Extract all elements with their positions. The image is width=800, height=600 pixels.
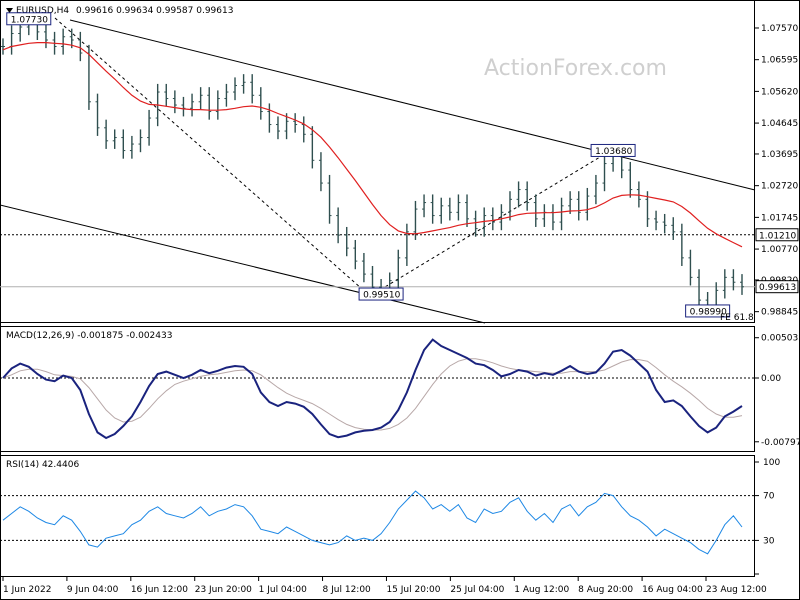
level-label: 0.98990 — [690, 307, 727, 317]
dashed-projection-line-1 — [54, 17, 371, 297]
price-y-tick-label: 1.04645 — [761, 119, 798, 129]
rsi-layer — [0, 490, 755, 555]
x-tick-label: 16 Aug 04:00 — [642, 585, 703, 595]
price-pane — [0, 0, 755, 323]
x-tick-label: 8 Aug 20:00 — [578, 585, 633, 595]
rsi-title: RSI(14) 42.4406 — [6, 460, 79, 470]
price-y-tick-label: 1.02720 — [761, 182, 798, 192]
x-tick-label: 23 Aug 12:00 — [706, 585, 767, 595]
x-tick-label: 1 Jun 2022 — [3, 585, 51, 595]
level-label-box — [358, 287, 404, 301]
rsi-y-tick-label: 100 — [763, 458, 780, 468]
price-axis-badge-label: 1.01210 — [759, 231, 796, 241]
x-tick-label: 25 Jul 04:00 — [450, 585, 504, 595]
x-tick-label: 23 Jun 20:00 — [195, 585, 252, 595]
x-tick-label: 15 Jul 20:00 — [386, 585, 440, 595]
lower-channel-line — [0, 204, 486, 324]
macd-y-tick-label: 0.00 — [761, 374, 781, 384]
price-y-tick-label: 1.01745 — [761, 213, 798, 223]
dashed-projection-line-2 — [369, 156, 601, 297]
axis-layer: 1.07570 1.06595 1.05620 1.04645 1.03695 1.027… — [2, 24, 800, 595]
macd-pane — [0, 326, 755, 452]
x-tick-label: 16 Jun 12:00 — [131, 585, 188, 595]
symbol-label: EURUSD,H4 — [16, 6, 69, 16]
x-tick-label: 1 Aug 12:00 — [514, 585, 569, 595]
macd-title: MACD(12,26,9) -0.001875 -0.002433 — [6, 331, 172, 341]
price-y-tick-label: 1.05620 — [761, 87, 798, 97]
price-y-tick-label: 1.06595 — [761, 56, 798, 66]
trend-lines — [0, 17, 756, 324]
price-axis-badge — [755, 228, 799, 242]
level-label: 1.07730 — [11, 15, 48, 25]
price-y-tick-label: 1.03695 — [761, 150, 798, 160]
macd-y-tick-label: -0.007973 — [761, 438, 800, 448]
macd-main-line — [2, 338, 743, 440]
fib-label: FE 61.8 — [720, 313, 754, 323]
watermark: ActionForex.com — [484, 56, 667, 81]
price-y-tick-label: 0.98845 — [761, 308, 798, 318]
x-tick-label: 1 Jul 04:00 — [259, 585, 308, 595]
price-y-tick-label: 1.00770 — [761, 245, 798, 255]
quote-values: 0.99616 0.99634 0.99587 0.99613 — [76, 6, 233, 16]
macd-layer — [0, 338, 755, 440]
collapse-triangle-icon[interactable] — [6, 8, 13, 13]
level-label-box — [590, 143, 636, 157]
level-label: 1.03680 — [595, 147, 632, 157]
moving-average-line — [2, 41, 743, 248]
rsi-pane — [0, 455, 755, 577]
level-label-box — [6, 12, 52, 26]
price-axis-badge — [755, 280, 799, 294]
x-tick-label: 9 Jun 04:00 — [67, 585, 119, 595]
level-label: 0.99510 — [363, 291, 400, 301]
rsi-line — [2, 490, 743, 555]
x-tick-label: 8 Jul 12:00 — [323, 585, 372, 595]
macd-y-tick-label: 0.005035 — [761, 334, 800, 344]
rsi-y-tick-label: 30 — [763, 536, 775, 546]
price-axis-badge-label: 0.99613 — [759, 283, 796, 293]
level-label-box — [685, 304, 731, 318]
upper-channel-line — [69, 19, 756, 191]
price-y-tick-label: 1.07570 — [761, 24, 798, 34]
rsi-y-tick-label: 70 — [763, 492, 775, 502]
